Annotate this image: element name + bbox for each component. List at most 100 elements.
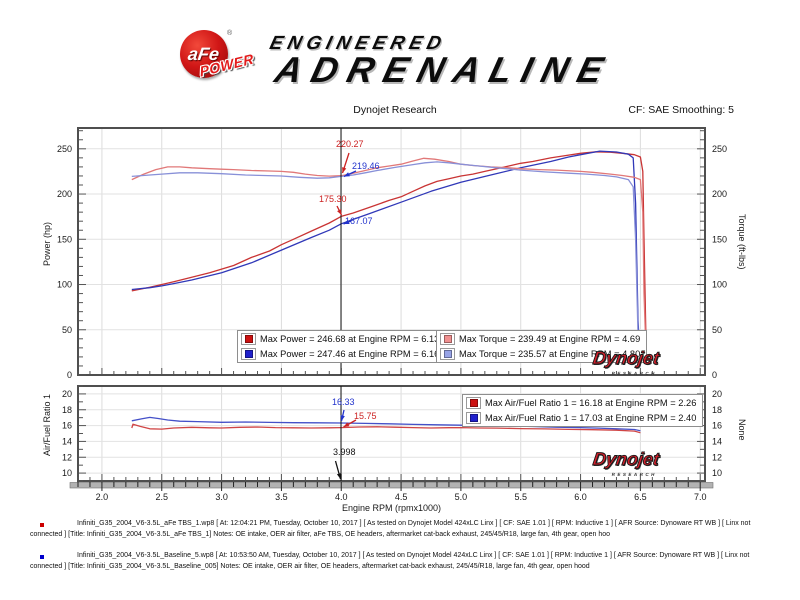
legend-row: Max Air/Fuel Ratio 1 = 16.18 at Engine R… xyxy=(466,396,696,411)
tick-label: 7.0 xyxy=(694,492,707,502)
tick-label: 16 xyxy=(712,421,722,431)
tick-label: 200 xyxy=(57,189,72,199)
cursor-arrowhead xyxy=(343,422,350,427)
dynojet-watermark: Dynojet RESEARCH xyxy=(590,348,661,382)
legend-label: Max Torque = 235.57 at Engine RPM = 4.80 xyxy=(459,348,641,359)
tick-label: 250 xyxy=(57,144,72,154)
legend-max-afr: Max Air/Fuel Ratio 1 = 16.18 at Engine R… xyxy=(462,394,704,427)
legend-label: Max Power = 246.68 at Engine RPM = 6.13 xyxy=(260,334,440,344)
tick-label: 0 xyxy=(67,370,72,380)
dynojet-watermark: Dynojet RESEARCH xyxy=(590,449,661,483)
dynojet-watermark-text: Dynojet xyxy=(591,348,661,369)
tick-label: 6.0 xyxy=(574,492,587,502)
cursor-value-power-blue: 167.07 xyxy=(345,216,373,226)
legend-row: Max Air/Fuel Ratio 1 = 17.03 at Engine R… xyxy=(466,411,696,426)
curve-torque-baseline xyxy=(131,161,642,367)
dynojet-watermark-sub: RESEARCH xyxy=(611,371,658,376)
curve-torque-afe-tbs xyxy=(131,157,648,365)
legend-row: Max Torque = 239.49 at Engine RPM = 4.69 xyxy=(440,332,640,347)
tick-label: 18 xyxy=(62,405,72,415)
tick-label: 5.5 xyxy=(514,492,527,502)
afr-axis-title: Air/Fuel Ratio 1 xyxy=(42,394,52,457)
power-red-marker-icon xyxy=(241,333,256,346)
tick-label: 100 xyxy=(712,280,727,290)
cursor-value-afr-blue: 16.33 xyxy=(332,397,355,407)
cursor-arrowhead xyxy=(340,415,345,421)
legend-label: Max Torque = 239.49 at Engine RPM = 4.69 xyxy=(459,334,641,344)
tick-label: 200 xyxy=(712,189,727,199)
adrenaline-wordmark: ADRENALINE xyxy=(271,49,618,90)
tick-label: 2.5 xyxy=(156,492,169,502)
afe-logo: aFe xyxy=(180,30,228,78)
torque-blue-marker-icon xyxy=(440,347,455,360)
run1-description: Infiniti_G35_2004_V6-3.5L_aFe TBS_1.wp8 … xyxy=(30,520,751,538)
run2-description: Infiniti_G35_2004_V6-3.5L_Baseline_5.wp8… xyxy=(30,552,750,570)
tick-label: 12 xyxy=(62,452,72,462)
dynojet-watermark-sub: RESEARCH xyxy=(611,472,658,477)
curve-power-baseline xyxy=(131,150,642,365)
run1-marker-icon xyxy=(40,523,44,527)
x-axis-bar xyxy=(69,482,714,489)
cursor-value-rpm: 3.998 xyxy=(333,447,356,457)
curve-afr-baseline xyxy=(131,416,641,432)
power-axis-title: Power (hp) xyxy=(42,222,52,267)
tick-label: 4.0 xyxy=(335,492,348,502)
legend-label: Max Air/Fuel Ratio 1 = 16.18 at Engine R… xyxy=(485,398,697,408)
tick-label: 18 xyxy=(712,405,722,415)
tick-label: 250 xyxy=(712,144,727,154)
legend-max-power: Max Power = 246.68 at Engine RPM = 6.13 … xyxy=(237,330,447,363)
afr-red-marker-icon xyxy=(466,397,481,410)
legend-max-torque: Max Torque = 239.49 at Engine RPM = 4.69… xyxy=(436,330,648,363)
cursor-value-torque-red: 220.27 xyxy=(336,139,364,149)
legend-row: Max Torque = 235.57 at Engine RPM = 4.80 xyxy=(440,347,640,362)
tick-label: 50 xyxy=(712,325,722,335)
dyno-graph: 0 0 50 50 100 100 150 150 200 200 250 250 10 10 12 12 14… xyxy=(57,127,727,513)
curve-power-afe-tbs xyxy=(131,151,648,362)
tick-label: Engine RPM (rpmx1000) xyxy=(342,503,441,513)
run2-marker-icon xyxy=(40,555,44,559)
legend-row: Max Power = 247.46 at Engine RPM = 6.16 xyxy=(241,347,439,362)
legend-row: Max Power = 246.68 at Engine RPM = 6.13 xyxy=(241,332,439,347)
cursor-arrowhead xyxy=(336,473,342,479)
torque-axis-title: Torque (ft-lbs) xyxy=(737,214,747,270)
curve-afr-afe-tbs xyxy=(131,423,641,434)
cursor-arrowhead xyxy=(344,172,350,177)
cursor-value-torque-blue: 219.46 xyxy=(352,161,380,171)
none-axis-title: None xyxy=(737,419,747,441)
panel-border xyxy=(77,127,706,376)
power-blue-marker-icon xyxy=(241,347,256,360)
cursor-value-power-red: 175.30 xyxy=(319,194,347,204)
tick-label: 3.5 xyxy=(275,492,288,502)
legend-label: Max Power = 247.46 at Engine RPM = 6.16 xyxy=(260,348,440,359)
tick-label: 50 xyxy=(62,325,72,335)
torque-red-marker-icon xyxy=(440,333,455,346)
tick-label: 4.5 xyxy=(395,492,408,502)
tick-label: 6.5 xyxy=(634,492,647,502)
cursor-arrowhead xyxy=(337,209,342,215)
tick-label: 3.0 xyxy=(215,492,228,502)
tick-label: 150 xyxy=(57,234,72,244)
cursor-value-afr-red: 15.75 xyxy=(354,411,377,421)
chart-title: Dynojet Research xyxy=(353,104,437,116)
tick-label: 10 xyxy=(712,468,722,478)
registered-mark: ® xyxy=(227,30,233,37)
tick-label: 16 xyxy=(62,421,72,431)
tick-label: 100 xyxy=(57,280,72,290)
dynojet-watermark-text: Dynojet xyxy=(591,449,661,470)
smoothing-info: CF: SAE Smoothing: 5 xyxy=(628,104,734,116)
tick-label: 2.0 xyxy=(96,492,109,502)
tick-label: 0 xyxy=(712,370,717,380)
cursor-arrowhead xyxy=(343,219,350,224)
tick-label: 10 xyxy=(62,468,72,478)
legend-label: Max Air/Fuel Ratio 1 = 17.03 at Engine R… xyxy=(485,412,697,423)
tick-label: 14 xyxy=(62,436,72,446)
tick-label: 12 xyxy=(712,452,722,462)
tick-label: 5.0 xyxy=(455,492,468,502)
tick-label: 20 xyxy=(62,389,72,399)
afr-blue-marker-icon xyxy=(466,411,481,424)
tick-label: 150 xyxy=(712,234,727,244)
tick-label: 20 xyxy=(712,389,722,399)
tick-label: 14 xyxy=(712,436,722,446)
cursor-arrowhead xyxy=(342,167,347,173)
